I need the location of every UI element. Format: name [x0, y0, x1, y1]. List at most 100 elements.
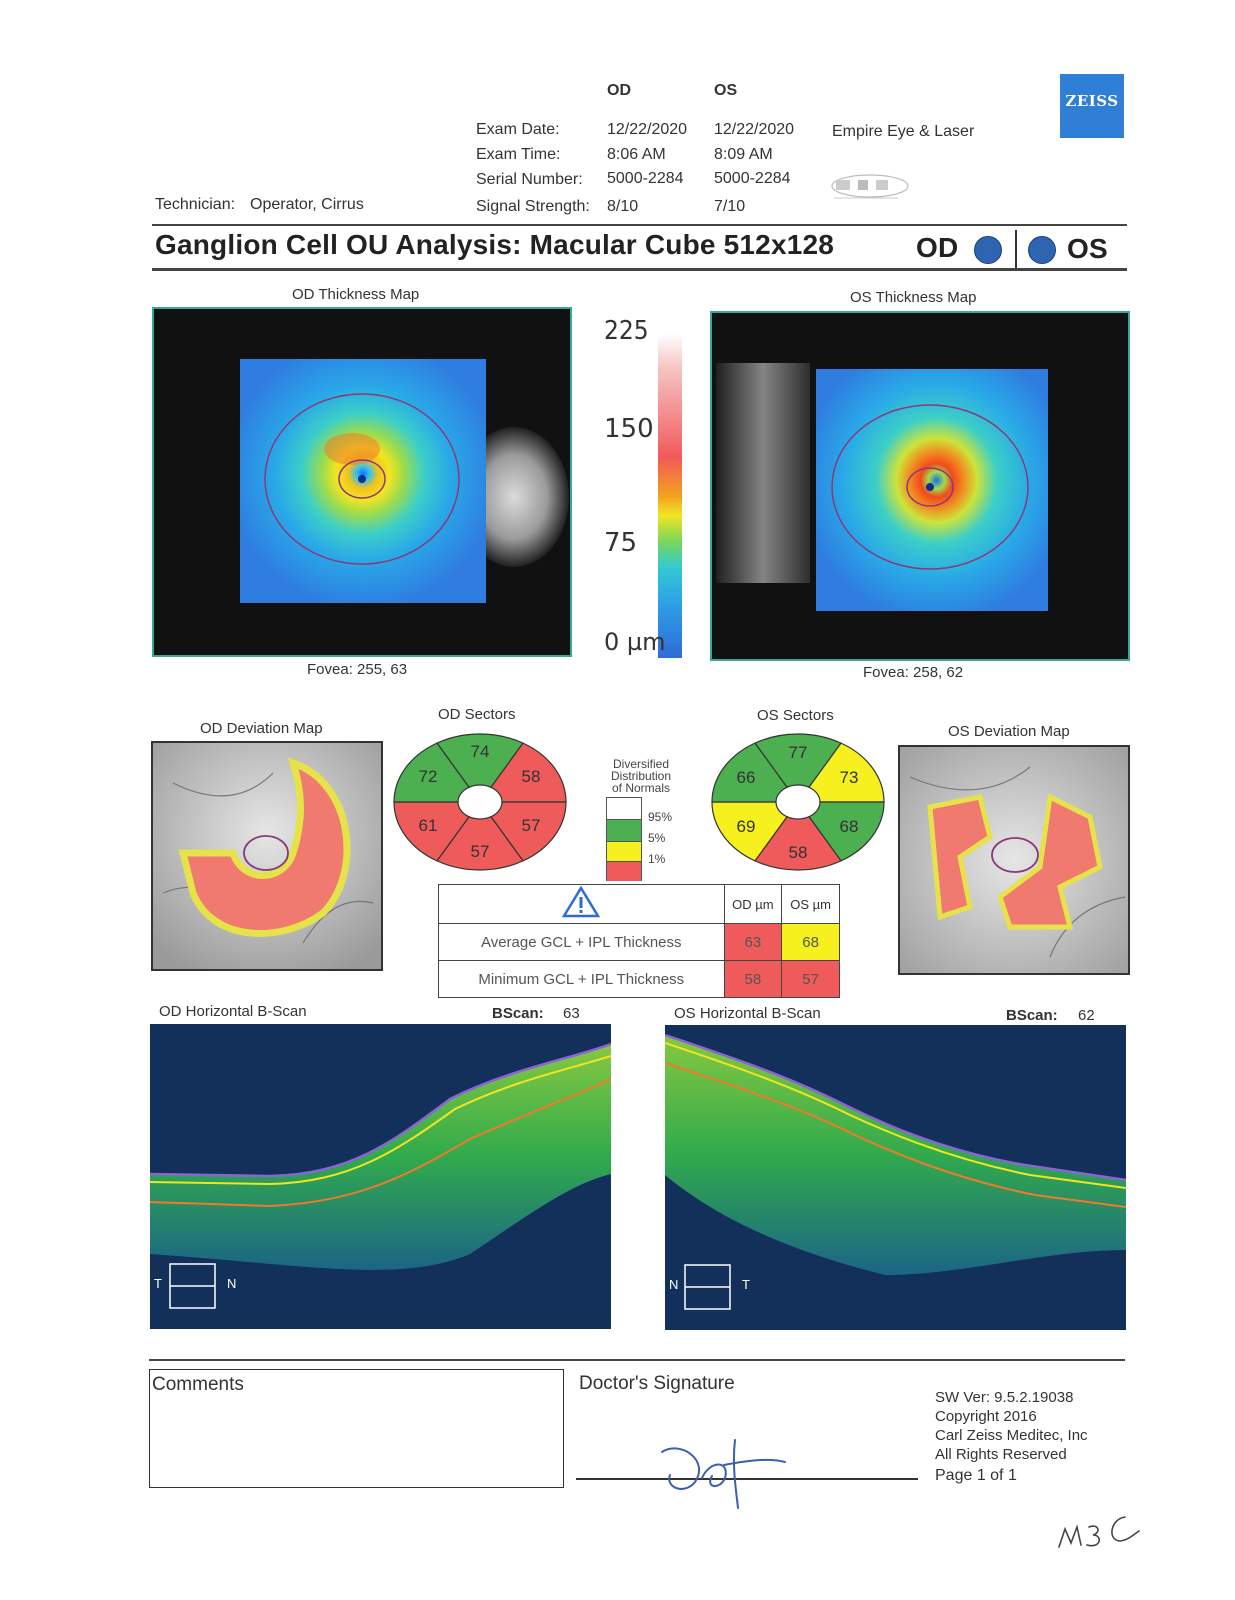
os-sector-superotemporal-value: 73	[840, 768, 859, 787]
summary-od-header: OD µm	[723, 884, 783, 924]
od-sector-superotemporal	[393, 742, 470, 803]
od-sector-superior	[436, 733, 524, 789]
os-sector-superonasal-value: 66	[737, 768, 756, 787]
od-sector-superior-value: 74	[471, 742, 490, 761]
od-thickness-map	[152, 307, 572, 657]
legend-swatch-green	[607, 819, 641, 841]
os-thickness-map	[710, 311, 1130, 661]
software-info: SW Ver: 9.5.2.19038 Copyright 2016 Carl …	[935, 1388, 1088, 1464]
header-os-column: OS	[714, 82, 738, 99]
normals-legend-title: Diversified Distribution of Normals	[598, 758, 684, 794]
footer-rule	[149, 1359, 1125, 1361]
comments-label: Comments	[152, 1374, 244, 1395]
exam-date-od: 12/22/2020	[607, 121, 688, 138]
os-deviation-map	[898, 745, 1130, 975]
od-sector-superonasal-value: 58	[522, 767, 541, 786]
od-sector-superotemporal-value: 72	[419, 767, 438, 786]
os-sector-inferonasal-value: 69	[737, 817, 756, 836]
os-sector-inferior	[754, 815, 842, 871]
od-bscan-nasal: N	[227, 1276, 237, 1291]
os-thickness-image	[712, 313, 1128, 659]
os-sector-superonasal	[808, 742, 885, 803]
average-thickness-od: 63	[723, 923, 783, 961]
sw-copyright: Copyright 2016	[935, 1408, 1037, 1425]
od-sector-inferotemporal	[393, 801, 470, 862]
title-divider	[1015, 230, 1017, 270]
os-bscan-title: OS Horizontal B-Scan	[674, 1005, 821, 1022]
exam-time-od: 8:06 AM	[607, 146, 666, 163]
od-sector-inferonasal-value: 57	[522, 816, 541, 835]
signal-strength-label: Signal Strength:	[476, 198, 590, 215]
thickness-color-scale	[658, 334, 682, 658]
title-os: OS	[1067, 233, 1108, 264]
os-fovea: Fovea: 258, 62	[863, 664, 964, 681]
doctor-signature-label: Doctor's Signature	[579, 1373, 735, 1394]
od-deviation-image	[153, 743, 381, 969]
scale-225: 225	[604, 316, 649, 346]
os-sector-inferior-value: 58	[789, 843, 808, 862]
os-bscan-temporal: T	[742, 1277, 750, 1292]
page-number: Page 1 of 1	[935, 1467, 1017, 1484]
os-bscan-number: 62	[1078, 1007, 1095, 1024]
od-deviation-map	[151, 741, 383, 971]
practice-logo	[831, 174, 909, 199]
od-bscan-number: 63	[563, 1005, 580, 1022]
os-sector-inferotemporal	[711, 801, 788, 862]
od-bscan-temporal: T	[154, 1276, 162, 1291]
os-thickness-title: OS Thickness Map	[850, 289, 977, 306]
od-bscan-graphic	[150, 1024, 611, 1329]
header-od-column: OD	[607, 82, 631, 99]
legend-swatch-white	[607, 798, 641, 819]
od-sectors-title: OD Sectors	[438, 706, 516, 723]
os-sectors-title: OS Sectors	[757, 707, 834, 724]
os-bscan-nasal: N	[669, 1277, 679, 1292]
sw-company: Carl Zeiss Meditec, Inc	[935, 1427, 1088, 1444]
average-thickness-os: 68	[781, 923, 840, 961]
signal-strength-od: 8/10	[607, 198, 639, 215]
exam-time-label: Exam Time:	[476, 146, 561, 163]
sw-rights: All Rights Reserved	[935, 1446, 1067, 1463]
handwritten-initials	[1058, 1516, 1140, 1548]
od-eye-dot	[974, 236, 1002, 264]
title-bottom-rule	[152, 268, 1127, 271]
legend-title-line-1: Diversified	[612, 757, 669, 771]
os-sector-inferotemporal-value: 68	[840, 817, 859, 836]
practice-name: Empire Eye & Laser	[832, 123, 975, 140]
serial-number-od: 5000-2284	[607, 170, 684, 187]
minimum-thickness-os: 57	[781, 960, 840, 998]
legend-5: 5%	[648, 831, 666, 845]
normals-legend-swatches	[606, 797, 642, 881]
title-od: OD	[916, 232, 959, 263]
scale-0: 0 µm	[604, 628, 666, 656]
os-sector-superior-value: 77	[789, 743, 808, 762]
od-fovea: Fovea: 255, 63	[307, 661, 408, 678]
os-bscan-image: N T	[665, 1025, 1126, 1330]
exam-date-label: Exam Date:	[476, 121, 560, 138]
os-sector-superotemporal	[711, 742, 788, 803]
od-bscan-image: T N	[150, 1024, 611, 1329]
od-sectors-chart: 74 58 57 57 61 72	[393, 733, 567, 871]
signal-strength-os: 7/10	[714, 198, 746, 215]
od-bscan-title: OD Horizontal B-Scan	[159, 1003, 307, 1020]
technician-value: Operator, Cirrus	[250, 196, 364, 213]
legend-95: 95%	[648, 810, 673, 824]
legend-swatch-red	[607, 861, 641, 881]
od-thickness-image	[154, 309, 570, 655]
od-deviation-title: OD Deviation Map	[200, 720, 323, 737]
technician-label: Technician:	[155, 196, 236, 213]
od-sector-inferior	[436, 815, 524, 871]
zeiss-logo-text: ZEISS	[1065, 92, 1119, 110]
os-sector-inferonasal	[808, 801, 885, 862]
scale-150: 150	[604, 414, 654, 444]
minimum-thickness-label: Minimum GCL + IPL Thickness	[438, 960, 725, 998]
summary-os-header: OS µm	[781, 884, 840, 924]
legend-1: 1%	[648, 852, 666, 866]
os-sector-superior	[754, 733, 842, 789]
serial-number-label: Serial Number:	[476, 171, 583, 188]
zeiss-logo: ZEISS	[1060, 74, 1124, 138]
os-sectors-chart: 77 66 69 58 68 73	[711, 733, 885, 871]
minimum-thickness-od: 58	[723, 960, 783, 998]
gcl-ipl-summary-table: OD µm OS µm Average GCL + IPL Thickness …	[438, 884, 840, 998]
od-thickness-title: OD Thickness Map	[292, 286, 420, 303]
warning-icon	[562, 885, 601, 918]
